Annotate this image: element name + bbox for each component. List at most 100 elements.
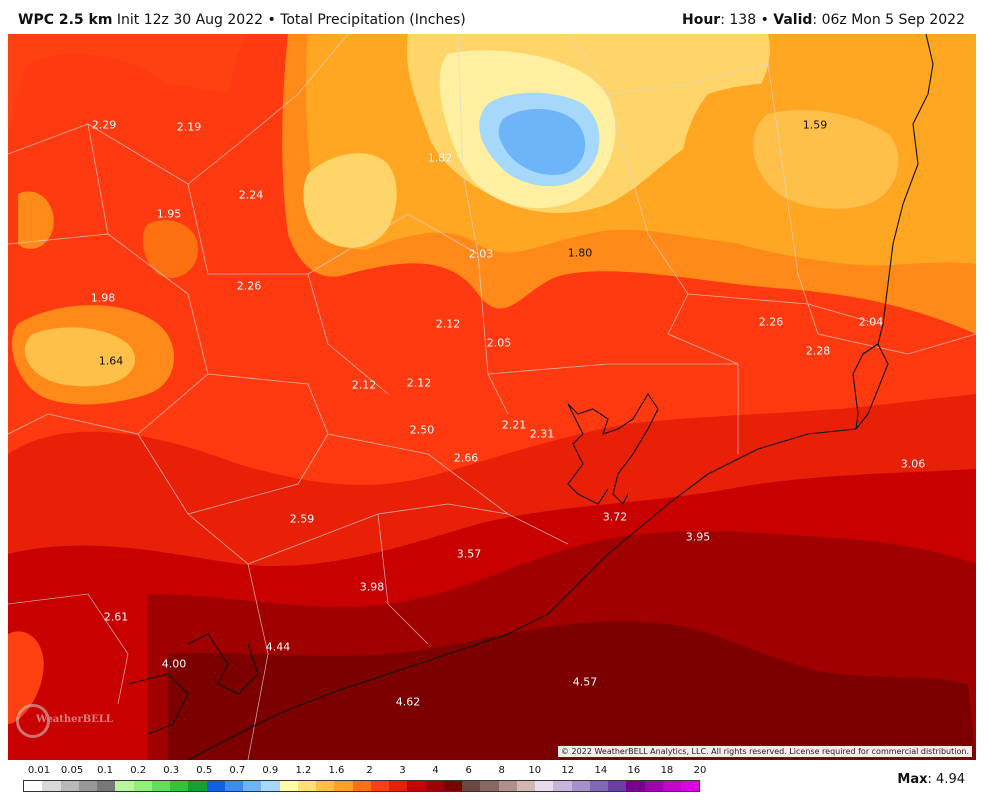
point-value-label: 1.64 [98,354,124,368]
legend-tick-label: 0.3 [163,765,180,776]
point-value-label: 1.95 [156,207,182,221]
legend-swatch [571,781,590,791]
legend-tick-label: 0.1 [97,765,114,776]
legend-swatch [608,781,627,791]
legend-tick-label: 16 [627,765,641,776]
legend-tick-label: 2 [366,765,373,776]
legend-tick-label: 4 [432,765,439,776]
point-value-label: 2.04 [858,315,884,329]
copyright-notice: © 2022 WeatherBELL Analytics, LLC. All r… [558,746,972,757]
point-value-label: 4.00 [161,657,187,671]
legend-swatch [535,781,554,791]
point-value-label: 2.19 [176,120,202,134]
legend-swatch [60,781,79,791]
legend-swatch [498,781,517,791]
legend-swatch [279,781,298,791]
max-number: : 4.94 [927,772,965,787]
legend-color-bar [23,780,700,792]
point-value-label: 2.12 [406,376,432,390]
legend-tick-label: 0.01 [27,765,51,776]
model-name: WPC 2.5 km [18,12,113,28]
legend-tick-label: 0.7 [229,765,246,776]
logo-text: WeatherBELL [36,714,113,725]
legend-swatch [133,781,152,791]
legend-swatch [206,781,225,791]
point-value-label: 1.80 [567,246,593,260]
separator: • [760,12,769,28]
point-value-label: 2.50 [409,423,435,437]
legend-swatch [316,781,335,791]
legend-swatch [78,781,97,791]
legend-tick-labels: 0.01 0.05 0.1 0.2 0.3 0.5 0.7 0.9 1.2 1.6 2 3 4 6 8 10 1… [23,765,707,779]
legend-swatch [480,781,499,791]
weatherbell-logo: WeatherBELL [16,700,113,742]
hour-label: Hour [682,12,721,28]
legend-swatch [662,781,681,791]
valid-label: Valid [773,12,813,28]
point-value-label: 2.31 [529,427,555,441]
legend-swatch [170,781,189,791]
legend-swatch [644,781,663,791]
point-value-label: 4.57 [572,675,598,689]
legend-swatch [626,781,645,791]
legend-swatch [516,781,535,791]
legend-tick-label: 1.2 [295,765,312,776]
point-value-label: 2.29 [91,118,117,132]
legend-swatch [24,781,43,791]
init-time: Init 12z 30 Aug 2022 [116,12,264,28]
legend-swatch [42,781,61,791]
legend-swatch [224,781,243,791]
legend-swatch [115,781,134,791]
point-value-label: 2.61 [103,610,129,624]
max-value: Max: 4.94 [897,772,965,787]
point-value-label: 1.82 [427,151,453,165]
legend-tick-label: 0.05 [60,765,84,776]
legend-tick-label: 3 [399,765,406,776]
legend-swatch [553,781,572,791]
point-value-label: 3.72 [602,510,628,524]
legend-swatch [243,781,262,791]
header-bar: WPC 2.5 km Init 12z 30 Aug 2022 • Total … [0,0,984,34]
point-value-label: 2.59 [289,512,315,526]
legend-tick-label: 12 [561,765,575,776]
legend-tick-label: 1.6 [328,765,345,776]
point-value-label: 2.05 [486,336,512,350]
point-value-label: 2.26 [758,315,784,329]
point-value-label: 4.44 [265,640,291,654]
legend-swatch [370,781,389,791]
point-value-label: 3.06 [900,457,926,471]
point-value-label: 3.98 [359,580,385,594]
point-value-label: 2.26 [236,279,262,293]
legend-swatch [352,781,371,791]
legend-tick-label: 8 [498,765,505,776]
legend-swatch [297,781,316,791]
hour-value: : 138 [720,12,757,28]
point-value-label: 2.21 [501,418,527,432]
legend-tick-label: 6 [465,765,472,776]
point-value-label: 2.12 [435,317,461,331]
point-value-label: 3.95 [685,530,711,544]
legend-tick-label: 14 [594,765,608,776]
separator: • [267,12,276,28]
header-valid: Hour: 138 • Valid: 06z Mon 5 Sep 2022 [682,12,965,28]
legend-swatch [97,781,116,791]
point-value-label: 2.24 [238,188,264,202]
point-value-label: 2.03 [468,247,494,261]
field-name: Total Precipitation (Inches) [280,12,466,28]
precip-field [8,34,976,760]
color-legend: 0.01 0.05 0.1 0.2 0.3 0.5 0.7 0.9 1.2 1.6 2 3 4 6 8 10 1… [0,760,984,808]
logo-circle-icon [16,704,50,738]
legend-swatch [443,781,462,791]
legend-tick-label: 0.9 [262,765,279,776]
header-title: WPC 2.5 km Init 12z 30 Aug 2022 • Total … [18,12,466,28]
point-value-label: 1.98 [90,291,116,305]
legend-tick-label: 10 [528,765,542,776]
point-value-label: 2.28 [805,344,831,358]
legend-swatch [407,781,426,791]
max-label: Max [897,772,928,787]
valid-value: : 06z Mon 5 Sep 2022 [812,12,965,28]
legend-swatch [261,781,280,791]
legend-swatch [151,781,170,791]
legend-tick-label: 0.5 [196,765,213,776]
legend-swatch [681,781,700,791]
